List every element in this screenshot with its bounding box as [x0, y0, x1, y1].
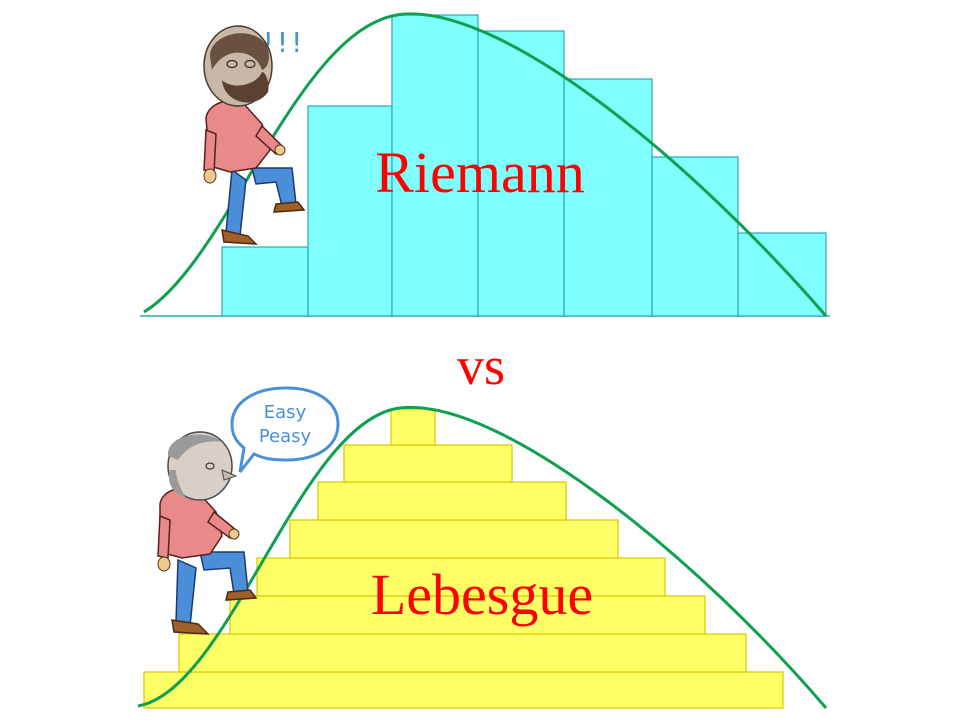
riemann-bar — [307, 105, 393, 317]
lebesgue-bar — [390, 408, 436, 446]
speech-bubble: Easy Peasy — [230, 386, 340, 473]
speech-bubble-line2: Peasy — [259, 426, 312, 447]
speech-bubble-line1: Easy — [264, 402, 307, 423]
riemann-bar — [221, 246, 309, 317]
riemann-bar — [737, 232, 827, 317]
lebesgue-curve — [137, 405, 828, 709]
lebesgue-bar — [229, 595, 706, 635]
riemann-bars — [221, 14, 827, 317]
speech-bubble-shape — [230, 386, 340, 473]
lebesgue-bar — [289, 519, 619, 559]
riemann-curve — [143, 12, 828, 317]
lebesgue-panel: Lebesgue Easy Peasy — [137, 386, 828, 709]
lebesgue-label: Lebesgue — [371, 562, 593, 627]
vs-label: vs — [457, 336, 505, 396]
old-man-climbing-icon — [157, 431, 258, 635]
lebesgue-bar — [343, 444, 513, 483]
riemann-bar — [651, 156, 739, 317]
bearded-man-climbing-icon — [203, 25, 306, 245]
lebesgue-bars — [143, 408, 784, 709]
riemann-label: Riemann — [375, 140, 584, 205]
lebesgue-bar — [143, 671, 784, 709]
lebesgue-bar — [178, 633, 747, 673]
lebesgue-bar — [317, 481, 567, 521]
riemann-panel: Riemann !!! — [140, 12, 830, 317]
lebesgue-bar — [256, 557, 666, 597]
